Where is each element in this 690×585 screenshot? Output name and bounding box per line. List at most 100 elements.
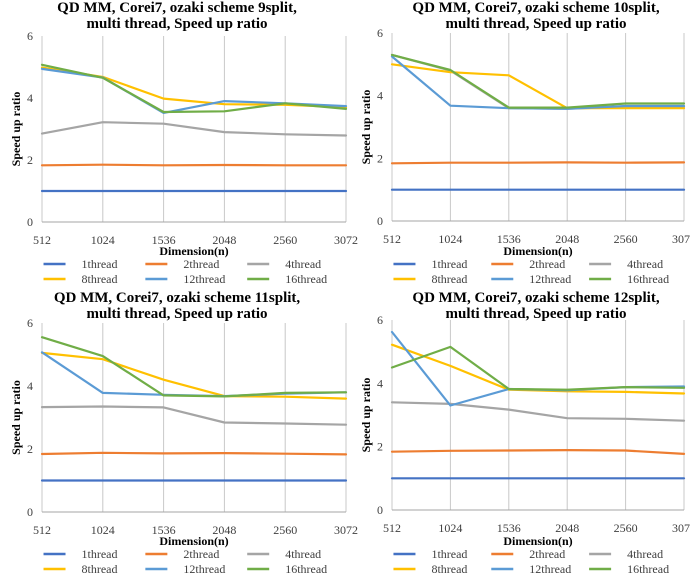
y-tick-label: 0	[27, 215, 33, 229]
y-tick-label: 4	[27, 91, 33, 105]
legend-label: 4thread	[627, 547, 663, 561]
legend-label: 2thread	[183, 547, 219, 561]
x-tick-label: 2560	[273, 523, 297, 537]
legend-item: 12thread	[145, 562, 225, 576]
legend-label: 16thread	[627, 272, 669, 286]
legend-label: 2thread	[183, 257, 219, 271]
legend-label: 8thread	[82, 272, 118, 286]
series-line-4thread	[40, 121, 348, 137]
legend-item: 4thread	[589, 257, 663, 271]
legend-item: 16thread	[589, 272, 669, 286]
legend-item: 16thread	[247, 272, 327, 286]
x-tick-label: 2560	[614, 521, 638, 535]
legend-label: 1thread	[431, 547, 467, 561]
x-tick-label: 3072	[672, 521, 690, 535]
y-tick-label: 0	[27, 505, 33, 519]
legend-label: 4thread	[285, 257, 321, 271]
legend-item: 2thread	[145, 257, 219, 271]
legend-item: 16thread	[247, 562, 327, 576]
series-line-16thread	[40, 63, 348, 114]
legend-item: 1thread	[393, 547, 467, 561]
y-tick-label: 6	[27, 316, 33, 330]
legend: 1thread 2thread 4thread 8thread 12thread 16th…	[393, 257, 669, 286]
x-tick-label: 512	[383, 232, 401, 246]
series-line-8thread	[40, 351, 348, 400]
legend-label: 16thread	[627, 562, 669, 576]
x-tick-label: 3072	[672, 232, 690, 246]
y-tick-label: 4	[377, 376, 383, 390]
x-tick-label: 512	[383, 521, 401, 535]
legend-label: 1thread	[431, 257, 467, 271]
x-tick-label: 3072	[334, 233, 358, 247]
series-line-8thread	[390, 63, 686, 110]
x-tick-label: 512	[33, 233, 51, 247]
x-tick-label: 2560	[273, 233, 297, 247]
x-tick-label: 1536	[497, 232, 521, 246]
chart-subtitle: multi thread, Speed up ratio	[446, 306, 627, 322]
series-line-16thread	[390, 53, 686, 109]
chart-panel-2: QD MM, Corei7, ozaki scheme 10split,mult…	[359, 0, 690, 286]
chart-title: QD MM, Corei7, ozaki scheme 11split,	[54, 290, 301, 306]
legend-label: 12thread	[529, 562, 571, 576]
y-tick-label: 6	[27, 29, 33, 43]
legend-label: 2thread	[529, 257, 565, 271]
legend: 1thread 2thread 4thread 8thread 12thread 16th…	[393, 547, 669, 576]
y-tick-label: 2	[377, 440, 383, 454]
legend-label: 2thread	[529, 547, 565, 561]
x-axis-label: Dimension(n)	[159, 534, 228, 548]
series-line-12thread	[390, 330, 686, 407]
x-tick-label: 1024	[438, 232, 462, 246]
y-axis-label: Speed up ratio	[9, 380, 23, 455]
x-tick-label: 1024	[438, 521, 462, 535]
x-tick-label: 2048	[212, 523, 236, 537]
legend-item: 4thread	[589, 547, 663, 561]
legend: 1thread 2thread 4thread 8thread 12thread 16th…	[43, 257, 327, 286]
legend-label: 16thread	[285, 272, 327, 286]
series-line-12thread	[40, 351, 348, 398]
legend: 1thread 2thread 4thread 8thread 12thread 16th…	[43, 547, 327, 576]
legend-item: 8thread	[393, 562, 467, 576]
series-line-2thread	[390, 449, 686, 455]
y-tick-label: 2	[27, 442, 33, 456]
x-tick-label: 1024	[91, 233, 115, 247]
y-tick-label: 0	[377, 503, 383, 517]
x-tick-label: 1536	[152, 523, 176, 537]
x-tick-label: 1536	[497, 521, 521, 535]
legend-item: 12thread	[491, 562, 571, 576]
x-tick-label: 2048	[555, 521, 579, 535]
chart-subtitle: multi thread, Speed up ratio	[446, 16, 627, 32]
chart-panel-4: QD MM, Corei7, ozaki scheme 12split,mult…	[359, 290, 690, 576]
x-tick-label: 2048	[212, 233, 236, 247]
y-tick-label: 6	[377, 26, 383, 40]
legend-item: 1thread	[43, 257, 118, 271]
series-line-16thread	[40, 336, 348, 398]
legend-label: 8thread	[82, 562, 118, 576]
legend-label: 4thread	[285, 547, 321, 561]
series-line-4thread	[390, 401, 686, 422]
x-axis-label: Dimension(n)	[159, 244, 228, 258]
legend-label: 12thread	[183, 272, 225, 286]
chart-panel-1: QD MM, Corei7, ozaki scheme 9split,multi…	[9, 0, 358, 286]
legend-item: 2thread	[491, 257, 565, 271]
legend-item: 8thread	[43, 272, 118, 286]
legend-label: 1thread	[82, 257, 118, 271]
legend-item: 1thread	[393, 257, 467, 271]
series-line-2thread	[390, 161, 686, 165]
y-tick-label: 4	[27, 379, 33, 393]
legend-item: 12thread	[491, 272, 571, 286]
y-tick-label: 2	[377, 151, 383, 165]
y-axis-label: Speed up ratio	[9, 92, 23, 167]
series-line-4thread	[390, 53, 686, 110]
x-tick-label: 1024	[91, 523, 115, 537]
legend-item: 2thread	[145, 547, 219, 561]
legend-item: 4thread	[247, 547, 321, 561]
legend-label: 8thread	[431, 562, 467, 576]
legend-item: 16thread	[589, 562, 669, 576]
y-axis-label: Speed up ratio	[359, 378, 373, 453]
x-tick-label: 512	[33, 523, 51, 537]
legend-label: 4thread	[627, 257, 663, 271]
chart-panel-3: QD MM, Corei7, ozaki scheme 11split,mult…	[9, 290, 358, 576]
y-tick-label: 4	[377, 89, 383, 103]
x-tick-label: 2048	[555, 232, 579, 246]
